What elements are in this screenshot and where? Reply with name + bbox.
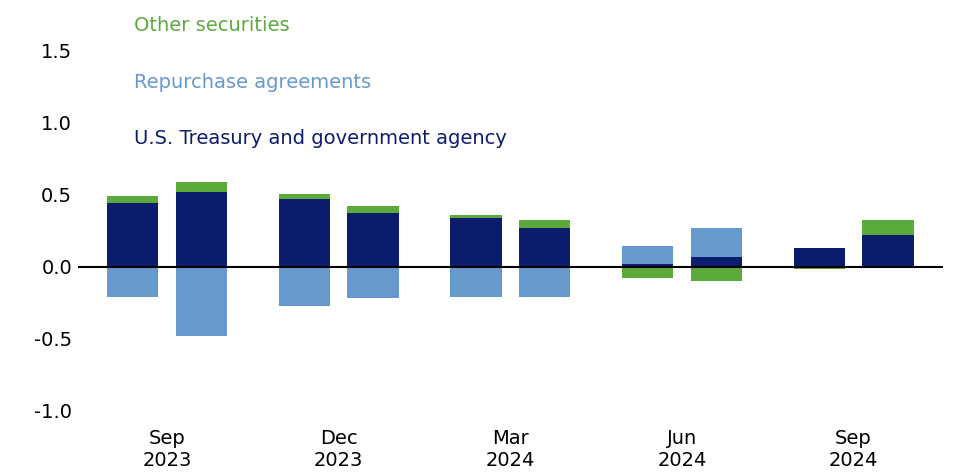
Text: U.S. Treasury and government agency: U.S. Treasury and government agency [134, 129, 506, 148]
Bar [107, 203, 158, 266]
Bar [279, 266, 330, 305]
Bar [107, 196, 158, 203]
Bar [279, 199, 330, 266]
Bar [519, 228, 571, 266]
Bar [690, 266, 742, 281]
Bar [793, 266, 845, 269]
Bar [450, 266, 502, 297]
Bar [176, 191, 227, 266]
Bar [450, 215, 502, 218]
Bar [622, 264, 674, 266]
Bar [107, 266, 158, 297]
Bar [690, 256, 742, 266]
Bar [622, 266, 674, 278]
Bar [622, 247, 674, 264]
Bar [450, 218, 502, 266]
Bar [347, 206, 399, 213]
Bar [862, 235, 914, 266]
Bar [279, 194, 330, 199]
Text: Repurchase agreements: Repurchase agreements [134, 73, 371, 92]
Bar [176, 181, 227, 191]
Bar [690, 228, 742, 256]
Bar [519, 266, 571, 297]
Text: Other securities: Other securities [134, 16, 290, 35]
Bar [176, 266, 227, 336]
Bar [519, 220, 571, 228]
Bar [862, 220, 914, 235]
Bar [347, 213, 399, 266]
Bar [347, 266, 399, 298]
Bar [793, 248, 845, 266]
